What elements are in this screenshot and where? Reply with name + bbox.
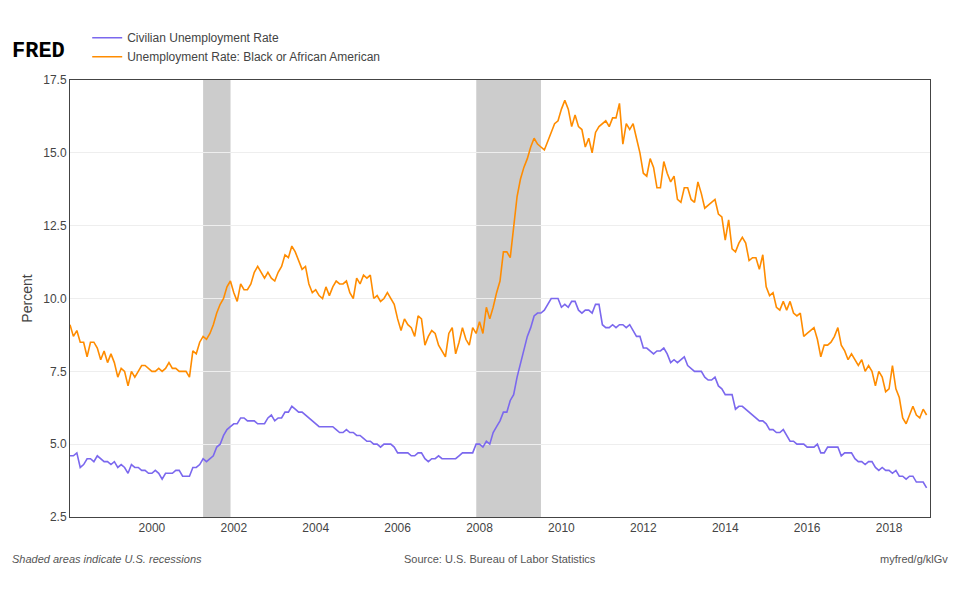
svg-text:2010: 2010 [548, 521, 575, 535]
svg-text:15.0: 15.0 [43, 146, 67, 160]
svg-text:17.5: 17.5 [43, 73, 67, 87]
svg-text:2000: 2000 [139, 521, 166, 535]
svg-text:7.5: 7.5 [50, 365, 67, 379]
svg-text:2014: 2014 [712, 521, 739, 535]
svg-text:2002: 2002 [220, 521, 247, 535]
svg-text:2016: 2016 [794, 521, 821, 535]
svg-text:Percent: Percent [19, 274, 35, 322]
svg-text:2006: 2006 [384, 521, 411, 535]
svg-text:Source: U.S. Bureau of Labor S: Source: U.S. Bureau of Labor Statistics [404, 553, 596, 565]
svg-text:2.5: 2.5 [50, 510, 67, 524]
svg-text:12.5: 12.5 [43, 219, 67, 233]
svg-text:myfred/g/klGv: myfred/g/klGv [880, 553, 948, 565]
svg-text:2004: 2004 [302, 521, 329, 535]
svg-text:2018: 2018 [876, 521, 903, 535]
svg-text:Unemployment Rate: Black or Af: Unemployment Rate: Black or African Amer… [127, 50, 380, 64]
svg-text:10.0: 10.0 [43, 292, 67, 306]
svg-text:5.0: 5.0 [50, 437, 67, 451]
svg-text:Shaded areas indicate U.S. rec: Shaded areas indicate U.S. recessions [12, 553, 202, 565]
svg-text:Civilian Unemployment Rate: Civilian Unemployment Rate [127, 31, 279, 45]
svg-text:2012: 2012 [630, 521, 657, 535]
svg-text:FRED: FRED [12, 39, 65, 64]
svg-text:2008: 2008 [466, 521, 493, 535]
